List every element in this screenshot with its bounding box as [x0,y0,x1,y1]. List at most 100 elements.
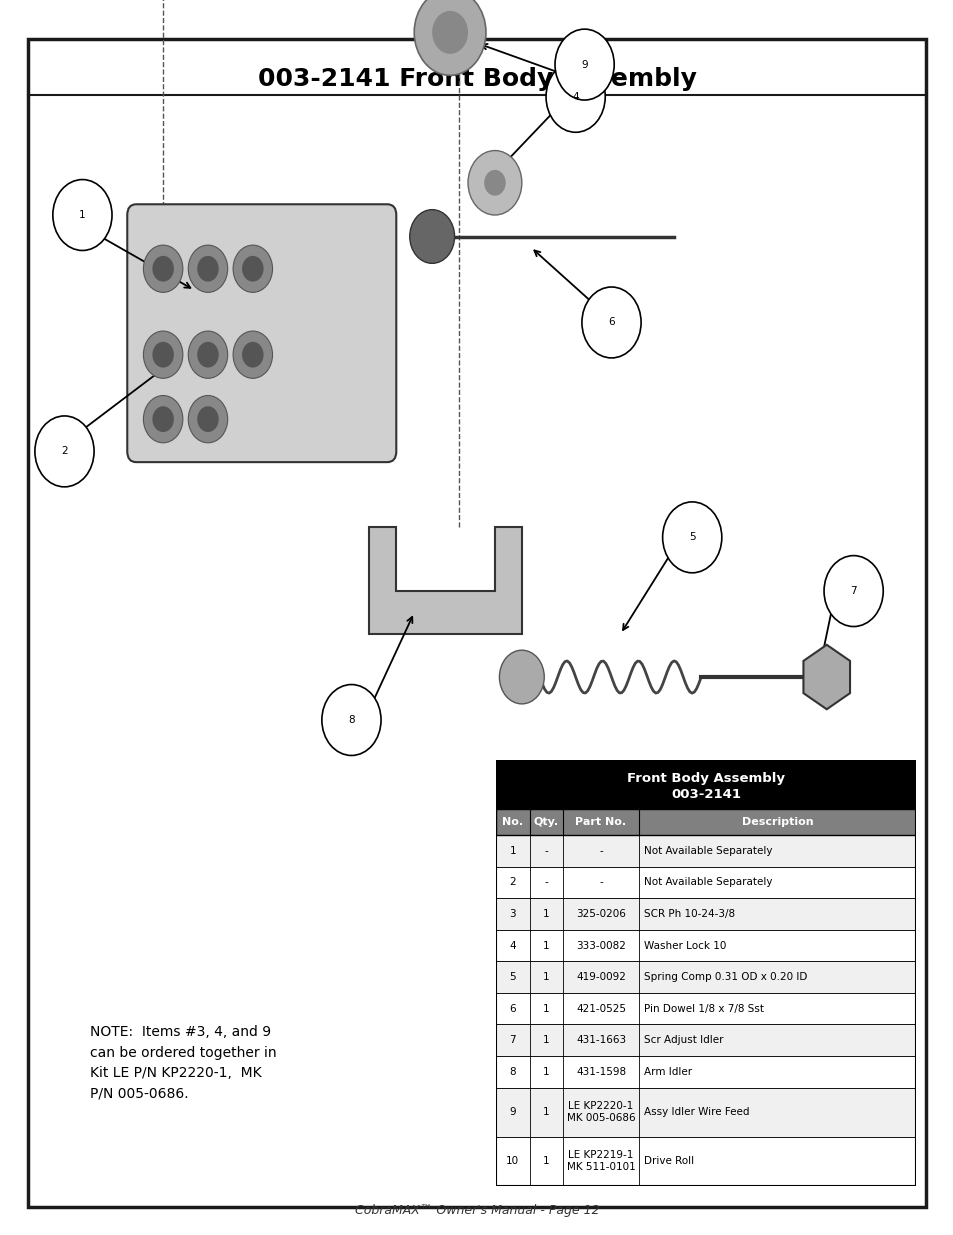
Text: 1: 1 [509,846,516,856]
Text: Not Available Separately: Not Available Separately [643,846,772,856]
Text: 9: 9 [509,1107,516,1118]
Circle shape [499,650,543,704]
Text: 1: 1 [542,1156,549,1166]
Bar [496,1025,915,1056]
Text: 6: 6 [608,317,614,327]
Bar [496,809,915,835]
Text: SCR Ph 10-24-3/8: SCR Ph 10-24-3/8 [643,909,734,919]
Text: 4: 4 [509,941,516,951]
Text: CobraMAX™ Owner's Manual - Page 12: CobraMAX™ Owner's Manual - Page 12 [355,1204,598,1216]
Text: 431-1663: 431-1663 [576,1035,625,1045]
Circle shape [321,684,380,756]
Circle shape [555,30,614,100]
Text: No.: No. [502,816,523,826]
Text: 8: 8 [348,715,355,725]
Text: 419-0092: 419-0092 [576,972,625,982]
Text: LE KP2220-1
MK 005-0686: LE KP2220-1 MK 005-0686 [566,1100,635,1124]
Text: Spring Comp 0.31 OD x 0.20 ID: Spring Comp 0.31 OD x 0.20 ID [643,972,806,982]
Text: 7: 7 [849,587,856,597]
Text: 1: 1 [542,1035,549,1045]
Circle shape [143,395,183,443]
Text: 5: 5 [688,532,695,542]
Bar [496,760,915,809]
Text: LE KP2219-1
MK 511-0101: LE KP2219-1 MK 511-0101 [566,1150,635,1172]
Circle shape [197,342,218,368]
Circle shape [143,245,183,293]
Text: Front Body Assembly: Front Body Assembly [626,772,784,785]
Text: NOTE:  Items #3, 4, and 9
can be ordered together in
Kit LE P/N KP2220-1,  MK
P/: NOTE: Items #3, 4, and 9 can be ordered … [90,1025,276,1100]
Circle shape [233,245,273,293]
Circle shape [545,62,604,132]
Bar [496,993,915,1025]
Text: 1: 1 [542,1004,549,1014]
Circle shape [143,331,183,378]
Text: Assy Idler Wire Feed: Assy Idler Wire Feed [643,1107,748,1118]
Circle shape [197,256,218,282]
Bar [496,898,915,930]
Text: 1: 1 [542,972,549,982]
Circle shape [197,406,218,432]
Text: 1: 1 [542,1067,549,1077]
Circle shape [662,501,721,573]
Text: 2: 2 [509,877,516,887]
Text: -: - [598,846,602,856]
Circle shape [152,406,173,432]
Circle shape [242,256,263,282]
Text: Scr Adjust Idler: Scr Adjust Idler [643,1035,722,1045]
Text: Washer Lock 10: Washer Lock 10 [643,941,725,951]
Circle shape [152,256,173,282]
Circle shape [823,556,882,626]
Text: 1: 1 [79,210,86,220]
Bar [496,961,915,993]
Circle shape [414,0,485,75]
Text: 431-1598: 431-1598 [576,1067,625,1077]
Circle shape [484,170,505,195]
Circle shape [188,245,228,293]
Text: 1: 1 [542,941,549,951]
Bar [496,1136,915,1186]
Text: 003-2141: 003-2141 [670,788,740,802]
Polygon shape [802,645,849,709]
Circle shape [468,151,521,215]
Text: Description: Description [740,816,812,826]
Text: Not Available Separately: Not Available Separately [643,877,772,887]
Text: 2: 2 [61,446,68,457]
Circle shape [233,331,273,378]
Text: 4: 4 [572,91,578,101]
Bar [496,867,915,898]
Text: 1: 1 [542,1107,549,1118]
Text: 325-0206: 325-0206 [576,909,625,919]
Text: -: - [598,877,602,887]
Text: 5: 5 [509,972,516,982]
Text: 10: 10 [506,1156,518,1166]
Circle shape [188,331,228,378]
Text: 1: 1 [542,909,549,919]
Text: Pin Dowel 1/8 x 7/8 Sst: Pin Dowel 1/8 x 7/8 Sst [643,1004,763,1014]
Text: Qty.: Qty. [534,816,558,826]
Circle shape [188,395,228,443]
Text: 6: 6 [509,1004,516,1014]
Text: Drive Roll: Drive Roll [643,1156,693,1166]
Text: 3: 3 [509,909,516,919]
Circle shape [581,287,640,358]
Text: 8: 8 [509,1067,516,1077]
Bar [496,835,915,867]
Text: 7: 7 [509,1035,516,1045]
Bar [496,930,915,961]
Text: 333-0082: 333-0082 [576,941,625,951]
FancyBboxPatch shape [127,204,395,462]
Text: Arm Idler: Arm Idler [643,1067,691,1077]
Circle shape [152,342,173,368]
Circle shape [35,416,94,487]
Bar [496,1056,915,1088]
Circle shape [432,11,468,54]
Circle shape [52,179,112,251]
Circle shape [242,342,263,368]
Text: -: - [544,846,548,856]
Text: -: - [544,877,548,887]
Circle shape [410,210,454,263]
Bar [496,1088,915,1136]
Text: Part No.: Part No. [575,816,626,826]
Text: 003-2141 Front Body Assembly: 003-2141 Front Body Assembly [257,67,696,91]
Polygon shape [369,526,521,634]
